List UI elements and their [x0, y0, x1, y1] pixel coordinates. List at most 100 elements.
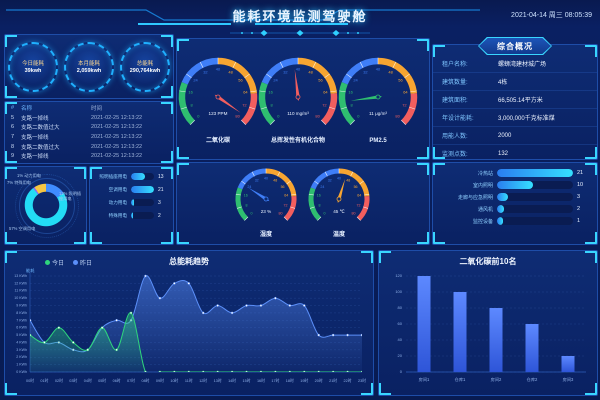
svg-text:20时: 20时 — [315, 378, 323, 383]
bar-label: 通风机 — [477, 206, 493, 213]
device-bar-row: 通风机 2 — [441, 205, 589, 213]
bar-value: 1 — [577, 218, 581, 224]
svg-text:64: 64 — [284, 194, 288, 198]
bar-label: 动力用电 — [108, 199, 127, 205]
bar-label: 走廊与应急照明 — [457, 194, 493, 201]
overview-row: 监测点数: 132 — [433, 145, 597, 162]
overview-label: 年设计能耗: — [442, 116, 474, 122]
overview-row: 建筑面积: 66,505.14平方米 — [433, 91, 597, 109]
svg-text:16: 16 — [348, 90, 353, 95]
svg-text:16: 16 — [268, 90, 273, 95]
svg-text:08时: 08时 — [141, 378, 149, 383]
device-bar-row: 室内照明 10 — [441, 181, 589, 189]
svg-text:13时: 13时 — [214, 378, 222, 383]
legend-dot — [45, 260, 50, 265]
svg-text:123 PPM: 123 PPM — [209, 111, 228, 116]
legend-dot — [73, 260, 79, 265]
svg-text:14时: 14时 — [228, 378, 236, 383]
svg-text:72: 72 — [322, 103, 326, 108]
svg-text:32: 32 — [255, 179, 259, 183]
svg-text:48: 48 — [346, 179, 350, 183]
trend-legend: 今日 昨日 — [45, 258, 92, 267]
usage-bar-row: 照明插座用电 13 — [95, 173, 168, 180]
svg-text:6 KWh: 6 KWh — [16, 326, 27, 330]
legend-item[interactable]: 昨日 — [73, 258, 92, 267]
svg-text:72: 72 — [283, 203, 287, 207]
kpi-ring: 本月能耗 2,059kwh — [64, 41, 114, 92]
kpi-list: 今日能耗 39kwh 本月能耗 2,059kwh 总能耗 290,764kwh — [5, 35, 173, 98]
header-ornament-right — [242, 9, 480, 25]
bar-track — [131, 173, 154, 180]
svg-text:100: 100 — [395, 289, 402, 294]
overview-badge: 综合概况 — [478, 37, 552, 55]
svg-text:03时: 03时 — [69, 378, 77, 383]
svg-text:48: 48 — [388, 69, 393, 74]
svg-text:23时: 23时 — [358, 378, 366, 383]
svg-text:64: 64 — [323, 90, 328, 95]
svg-text:40: 40 — [337, 176, 341, 180]
bar-track — [131, 199, 154, 206]
overview-value: 螺蛳湾建材城广场 — [498, 62, 547, 68]
bar-value: 21 — [158, 186, 164, 193]
svg-text:64: 64 — [243, 90, 248, 95]
svg-text:40: 40 — [398, 337, 403, 342]
overview-label: 租户名称: — [442, 62, 468, 68]
usage-bar-row: 空调用电 21 — [95, 186, 168, 193]
pie-donut — [24, 183, 68, 227]
alarm-col-name: 名称 — [21, 105, 33, 112]
bar-value: 3 — [158, 199, 161, 206]
svg-text:仓库1: 仓库1 — [455, 376, 466, 383]
svg-text:二氧化碳: 二氧化碳 — [206, 136, 231, 144]
bar-value: 2 — [158, 212, 161, 219]
bar-fill — [131, 173, 146, 180]
legend-item[interactable]: 今日 — [45, 258, 64, 267]
svg-text:11 KWh: 11 KWh — [14, 289, 27, 293]
alarm-time: 2021-02-25 12:13:22 — [91, 153, 143, 160]
svg-text:40: 40 — [216, 66, 221, 71]
svg-text:64: 64 — [357, 194, 361, 198]
svg-text:80: 80 — [395, 114, 400, 119]
overview-value: 3,000,000千克标准煤 — [498, 116, 555, 122]
bar-fill — [131, 199, 135, 206]
bar-value: 3 — [577, 194, 581, 200]
overview-row: 用能人数: 2000 — [433, 127, 597, 145]
svg-text:56: 56 — [318, 78, 323, 83]
svg-text:0: 0 — [277, 114, 280, 119]
alarm-panel: # 名称 时间 5 支路一掉线 2021-02-25 12:13:22 6 支路二数值过大 20… — [4, 101, 174, 164]
bar-value: 2 — [577, 206, 581, 212]
svg-text:24: 24 — [273, 78, 278, 83]
alarm-index: 8 — [11, 143, 15, 150]
overview-rows: 租户名称: 螺蛳湾建材城广场 建筑数量: 4栋 建筑面积: 66,505.14平方米 年设计… — [433, 55, 597, 162]
overview-row: 租户名称: 螺蛳湾建材城广场 — [433, 55, 597, 73]
svg-text:32: 32 — [283, 69, 287, 74]
svg-text:16时: 16时 — [257, 378, 265, 383]
svg-text:24: 24 — [353, 78, 358, 83]
svg-text:56: 56 — [354, 185, 358, 189]
svg-text:24: 24 — [247, 185, 251, 189]
overview-label: 建筑面积: — [442, 98, 468, 104]
gauges-top-panel: 0 8 16 24 32 40 48 56 64 72 80 123 PPM 二氧化碳 0 8 16 24 32 4… — [176, 38, 430, 160]
alarm-index: 9 — [11, 153, 15, 160]
bar-label: 冷热站 — [477, 170, 493, 177]
svg-text:24: 24 — [193, 78, 198, 83]
svg-text:9 KWh: 9 KWh — [16, 303, 27, 307]
svg-text:80: 80 — [278, 211, 282, 215]
co2-chart: 0 20 40 60 80 100 120 房间1 仓库1 房间2 仓库2 房间3 — [395, 273, 586, 383]
svg-text:0: 0 — [251, 211, 253, 215]
legend-label: 今日 — [52, 261, 65, 267]
svg-text:16: 16 — [244, 194, 248, 198]
svg-text:房间3: 房间3 — [563, 376, 574, 383]
device-bars-panel: 冷热站 21 室内照明 10 走廊与应急照明 3 通风机 2 监控设备 1 — [432, 162, 598, 245]
alarm-row: 6 支路二数值过大 2021-02-25 12:13:22 — [5, 123, 173, 133]
svg-text:19时: 19时 — [300, 378, 308, 383]
usage-bars: 照明插座用电 13 空调用电 21 动力用电 3 特殊用电 2 — [90, 173, 173, 219]
svg-text:80: 80 — [398, 305, 403, 310]
trend-chart: 0 KWh 1 KWh 2 KWh 3 KWh 4 KWh 5 KWh 6 KWh 7 KWh… — [14, 268, 366, 383]
kpi-value: 290,764kwh — [129, 68, 161, 74]
device-bar-row: 冷热站 21 — [441, 169, 589, 177]
alarm-index: 7 — [11, 133, 15, 140]
overview-panel: 综合概况 租户名称: 螺蛳湾建材城广场 建筑数量: 4栋 建筑面积: 66,505.14平… — [432, 37, 598, 162]
kpi-label: 总能耗 — [136, 61, 154, 67]
